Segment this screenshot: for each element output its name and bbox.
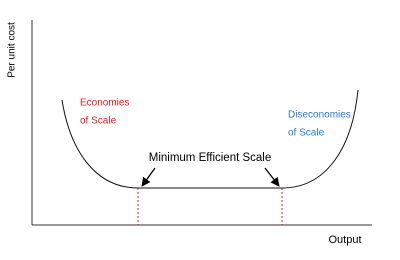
y-axis-label: Per unit cost bbox=[7, 22, 18, 78]
region-label: Diseconomies bbox=[288, 110, 351, 121]
arrow bbox=[264, 167, 280, 187]
x-axis-label: Output bbox=[328, 234, 361, 246]
region-label: of Scale bbox=[80, 116, 117, 127]
region-label: Economies bbox=[80, 98, 129, 109]
region-label: of Scale bbox=[288, 128, 325, 139]
annotation: Minimum Efficient Scale bbox=[149, 152, 272, 164]
arrow bbox=[141, 167, 156, 187]
